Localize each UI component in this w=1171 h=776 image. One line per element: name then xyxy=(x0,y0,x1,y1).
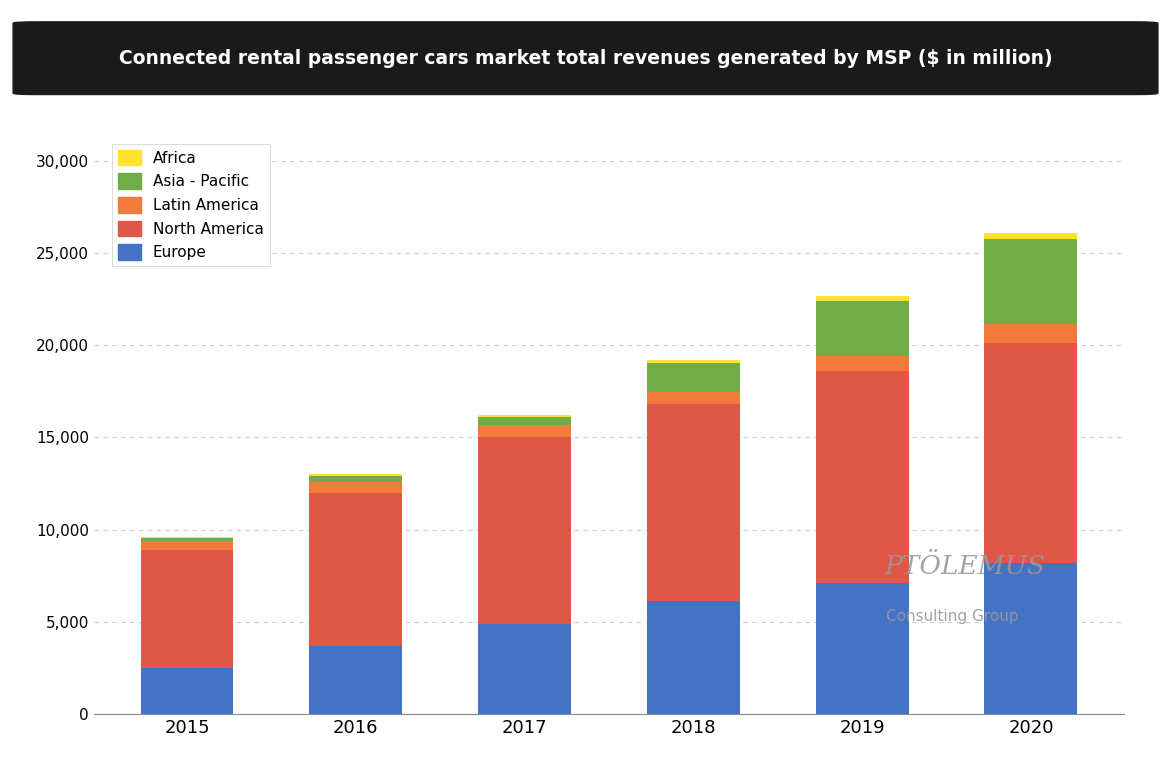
Bar xyxy=(816,371,909,583)
Bar xyxy=(816,301,909,356)
Bar xyxy=(816,356,909,371)
Bar xyxy=(985,324,1077,344)
Bar xyxy=(141,668,233,714)
Bar xyxy=(309,646,402,714)
Bar xyxy=(985,344,1077,563)
Bar xyxy=(646,392,740,404)
Bar xyxy=(478,425,571,438)
Bar xyxy=(141,541,233,550)
Bar xyxy=(309,476,402,482)
Bar xyxy=(478,417,571,425)
Bar xyxy=(816,583,909,714)
Bar xyxy=(646,360,740,363)
Bar xyxy=(309,493,402,646)
Bar xyxy=(309,474,402,476)
Bar xyxy=(478,438,571,624)
Text: PTÖLEMUS: PTÖLEMUS xyxy=(884,554,1046,579)
Bar xyxy=(646,404,740,601)
Legend: Africa, Asia - Pacific, Latin America, North America, Europe: Africa, Asia - Pacific, Latin America, N… xyxy=(111,144,269,266)
Bar xyxy=(646,601,740,714)
Bar xyxy=(816,296,909,301)
Bar xyxy=(985,239,1077,324)
Bar xyxy=(646,363,740,392)
Bar xyxy=(478,624,571,714)
Text: Consulting Group: Consulting Group xyxy=(886,609,1019,624)
Bar xyxy=(309,482,402,493)
Bar xyxy=(141,538,233,541)
Bar xyxy=(985,233,1077,239)
Bar xyxy=(985,563,1077,714)
Bar xyxy=(478,415,571,417)
FancyBboxPatch shape xyxy=(13,22,1158,95)
Bar xyxy=(141,550,233,668)
Text: Connected rental passenger cars market total revenues generated by MSP ($ in mil: Connected rental passenger cars market t… xyxy=(118,49,1053,68)
